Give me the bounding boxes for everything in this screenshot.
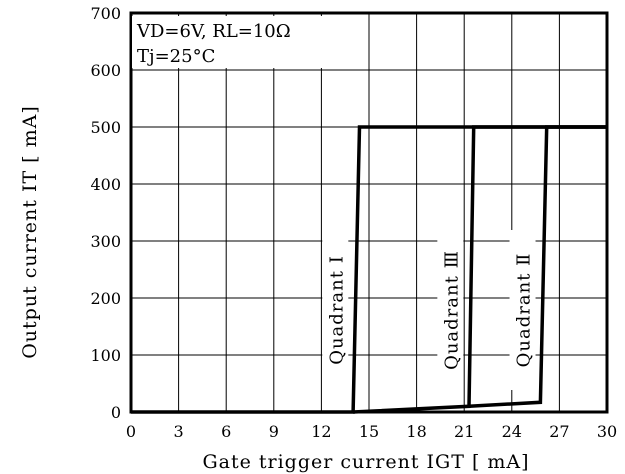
y-tick-label: 700: [90, 4, 121, 23]
x-tick-label: 6: [221, 422, 231, 441]
y-tick-label: 100: [90, 346, 121, 365]
series-label: Quadrant Ⅰ: [326, 255, 347, 365]
x-tick-label: 21: [454, 422, 474, 441]
series-line: [468, 125, 607, 409]
y-tick-label: 200: [90, 289, 121, 308]
series-label: Quadrant Ⅱ: [514, 253, 535, 368]
series-line: [353, 125, 607, 414]
x-tick-label: 18: [406, 422, 426, 441]
series-labels: Quadrant Ⅰ Quadrant Ⅲ Quadrant Ⅱ: [322, 230, 536, 390]
series-label: Quadrant Ⅲ: [441, 250, 462, 370]
conditions-box: [132, 16, 366, 68]
y-tick-label: 600: [90, 61, 121, 80]
plot-frame: [129, 11, 609, 414]
x-tick-label: 24: [502, 422, 522, 441]
series-label-bg: [322, 230, 349, 390]
y-axis-title: Output current IT [ mA]: [19, 105, 41, 359]
x-tick-label: 27: [549, 422, 569, 441]
y-tick-label: 300: [90, 232, 121, 251]
x-axis-title: Gate trigger current IGT [ mA]: [202, 451, 529, 473]
x-tick-label: 9: [269, 422, 279, 441]
condition-line-2: Tj=25°C: [137, 46, 215, 67]
x-tick-label: 15: [359, 422, 379, 441]
x-tick-label: 0: [126, 422, 136, 441]
series-label-bg: [509, 230, 536, 390]
y-tick-label: 400: [90, 175, 121, 194]
series-label-bg: [437, 230, 464, 390]
x-tick-label: 30: [597, 422, 617, 441]
y-tick-label: 500: [90, 118, 121, 137]
grid-lines: [131, 13, 607, 412]
y-tick-label: 0: [111, 403, 121, 422]
x-tick-label: 3: [174, 422, 184, 441]
x-tick-label: 12: [311, 422, 331, 441]
condition-line-1: VD=6V, RL=10Ω: [136, 21, 291, 42]
